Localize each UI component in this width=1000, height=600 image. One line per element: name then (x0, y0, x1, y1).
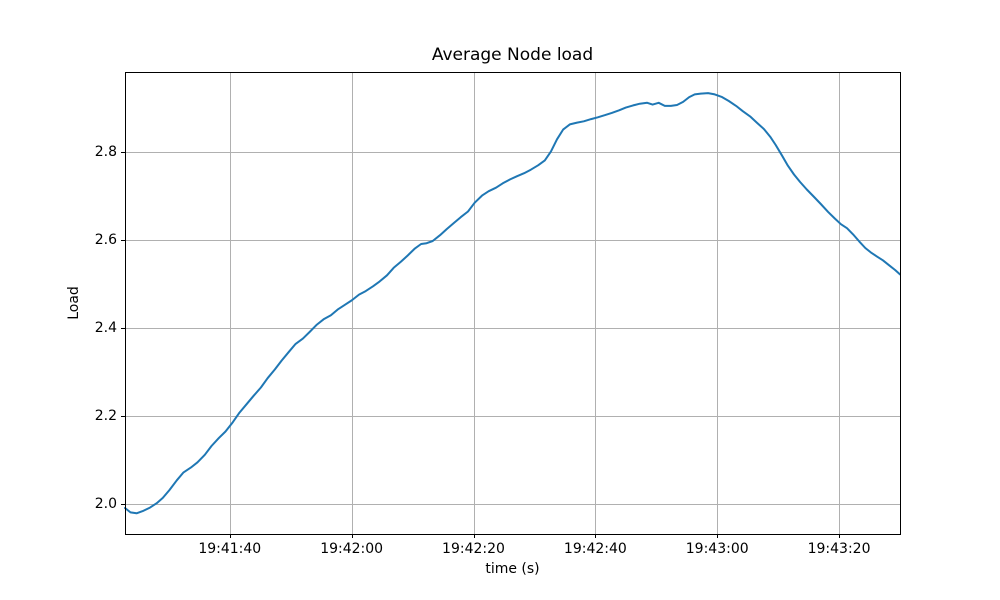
x-tick-label: 19:41:40 (198, 541, 262, 557)
y-tick-label: 2.4 (94, 319, 117, 336)
y-axis-label: Load (66, 286, 82, 320)
x-axis-label: time (s) (485, 561, 540, 577)
y-tick-label: 2.0 (94, 495, 117, 512)
x-tick-label: 19:42:40 (563, 541, 627, 557)
axes-spines (125, 72, 901, 535)
y-tick-label: 2.2 (94, 407, 117, 424)
chart-title: Average Node load (431, 45, 594, 65)
load-line-series (124, 92, 901, 515)
x-tick-label: 19:42:20 (442, 541, 505, 557)
x-tick-label: 19:43:20 (807, 541, 871, 557)
y-tick-label: 2.6 (94, 231, 117, 248)
y-tick-label: 2.8 (94, 143, 117, 160)
x-tick-label: 19:43:00 (685, 541, 749, 557)
x-tick-label: 19:42:00 (320, 541, 384, 557)
